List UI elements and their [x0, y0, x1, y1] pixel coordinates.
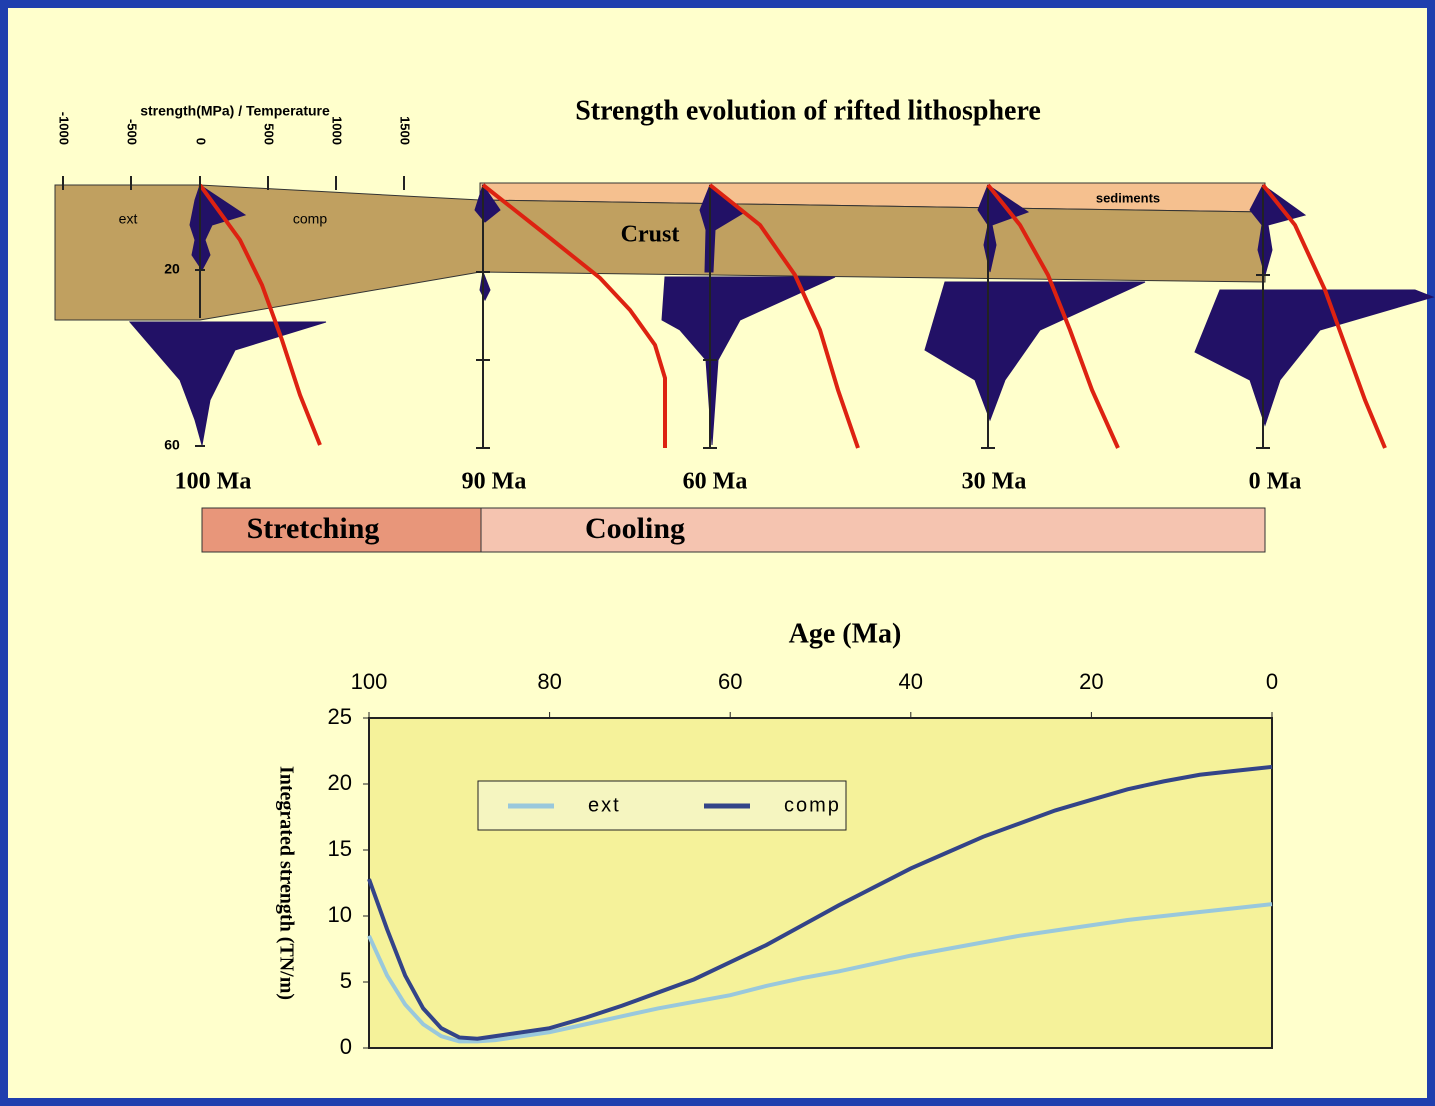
y-tick-label: 25 [328, 704, 352, 729]
y-tick-label: 10 [328, 902, 352, 927]
phase-label: Cooling [585, 512, 685, 545]
strength-tick-label: -500 [125, 119, 140, 145]
ext-label: ext [119, 211, 138, 227]
legend-label: comp [784, 794, 841, 816]
x-tick-label: 80 [537, 669, 561, 694]
age-label: 60 Ma [683, 469, 748, 495]
strength-tick-label: 1000 [330, 116, 345, 145]
x-tick-label: 60 [718, 669, 742, 694]
age-label: 0 Ma [1249, 469, 1302, 495]
depth-tick-label: 20 [164, 261, 180, 277]
y-tick-label: 0 [340, 1034, 352, 1059]
y-tick-label: 5 [340, 968, 352, 993]
diagram-title: Strength evolution of rifted lithosphere [575, 95, 1041, 126]
y-tick-label: 15 [328, 836, 352, 861]
x-axis-title: Age (Ma) [789, 618, 902, 649]
age-label: 30 Ma [962, 469, 1027, 495]
y-tick-label: 20 [328, 770, 352, 795]
x-tick-label: 40 [899, 669, 923, 694]
plot-area [369, 718, 1272, 1048]
crust-label: Crust [621, 222, 680, 248]
age-label: 90 Ma [462, 469, 527, 495]
strength-tick-label: 500 [262, 123, 277, 145]
y-axis-title: Integrated strength (TN/m) [275, 766, 297, 1000]
page: Strength evolution of rifted lithosphere… [0, 0, 1435, 1106]
age-label: 100 Ma [175, 469, 252, 495]
strength-tick-label: 0 [194, 138, 209, 145]
comp-label: comp [293, 211, 327, 227]
x-tick-label: 0 [1266, 669, 1278, 694]
x-tick-label: 100 [351, 669, 388, 694]
slide: Strength evolution of rifted lithosphere… [0, 0, 1435, 1106]
depth-tick-label: 60 [164, 437, 180, 453]
strength-tick-label: 1500 [398, 116, 413, 145]
sediments-label: sediments [1096, 190, 1160, 205]
strength-tick-label: -1000 [57, 112, 72, 145]
legend-label: ext [588, 794, 621, 816]
phase-label: Stretching [247, 512, 380, 545]
axis-label: strength(MPa) / Temperature [140, 103, 330, 119]
x-tick-label: 20 [1079, 669, 1103, 694]
